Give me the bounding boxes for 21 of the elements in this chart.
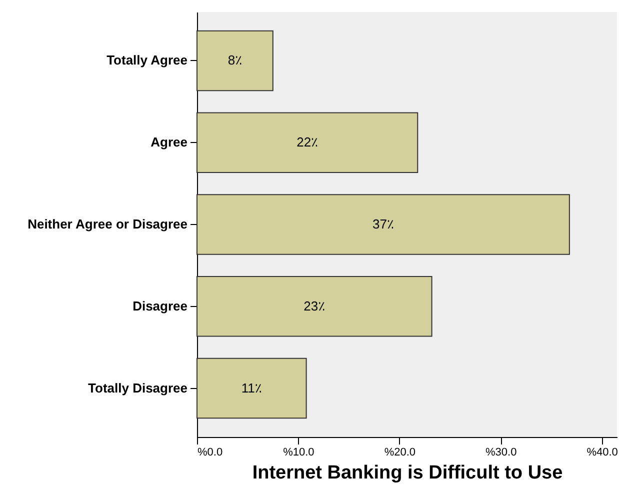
data-label: 23٪: [304, 298, 326, 314]
x-axis-title: Internet Banking is Difficult to Use: [252, 462, 563, 484]
y-tick-label: Disagree: [132, 298, 188, 314]
data-label: 11٪: [241, 380, 262, 396]
bar: [196, 358, 307, 419]
data-label: 8٪: [228, 52, 242, 68]
x-tick-label: %20.0: [384, 446, 416, 458]
x-tick-label: %0.0: [198, 446, 223, 458]
y-tick-label: Agree: [150, 134, 188, 150]
bar: [196, 276, 432, 337]
x-tick-label: %10.0: [283, 446, 314, 458]
bar: [196, 30, 274, 92]
bar: [196, 112, 418, 173]
y-tick-label: Totally Disagree: [88, 380, 188, 396]
y-tick-label: Neither Agree or Disagree: [28, 216, 188, 232]
y-tick-label: Totally Agree: [106, 52, 188, 68]
bar: [196, 194, 570, 255]
x-tick-label: %30.0: [486, 446, 517, 458]
data-label: 37٪: [372, 216, 394, 232]
data-label: 22٪: [296, 134, 318, 150]
x-tick-label: %40.0: [586, 446, 618, 458]
